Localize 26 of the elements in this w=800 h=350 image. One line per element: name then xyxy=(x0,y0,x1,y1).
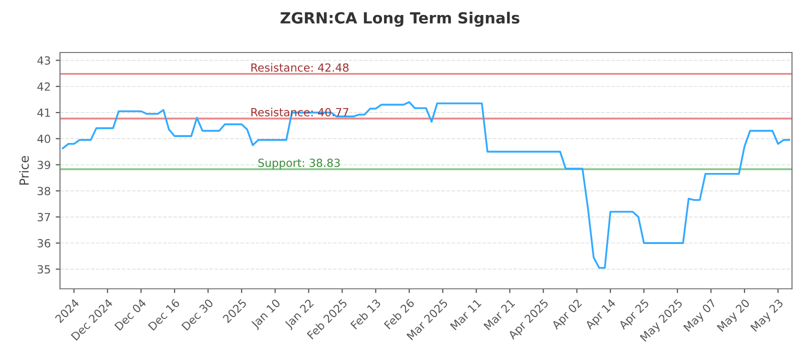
y-tick-label: 41 xyxy=(37,108,50,117)
y-axis-title: Price xyxy=(19,156,29,185)
y-tick-label: 36 xyxy=(38,239,50,248)
y-tick-label: 38 xyxy=(38,186,50,196)
ref-line-label: Resistance: 42.48 xyxy=(251,63,349,72)
x-tick-label: Apr 02 xyxy=(550,298,584,332)
y-tick-label: 39 xyxy=(38,160,50,170)
y-tick-label: 35 xyxy=(38,265,50,274)
y-tick-label: 37 xyxy=(38,212,50,222)
ref-line-label: Support: 38.83 xyxy=(258,158,340,170)
ref-line-label: Resistance: 40.77 xyxy=(251,108,348,116)
x-tick-label: Jan 10 xyxy=(250,298,282,330)
x-tick-label: Feb 13 xyxy=(350,298,382,330)
x-tick-label: Feb 26 xyxy=(384,298,415,330)
x-tick-label: Mar 11 xyxy=(450,298,482,330)
x-tick-label: Dec 04 xyxy=(114,298,147,331)
line-series xyxy=(62,101,790,269)
y-tick-label: 43 xyxy=(37,56,50,65)
y-tick-label: 42 xyxy=(37,82,50,91)
x-tick-label: Apr 14 xyxy=(584,298,618,332)
x-tick-label: Dec 16 xyxy=(148,298,180,331)
chart-title: ZGRN:CA Long Term Signals xyxy=(280,12,520,27)
y-tick-label: 40 xyxy=(37,134,50,144)
x-tick-label: Dec 30 xyxy=(181,298,214,331)
x-tick-label: Mar 21 xyxy=(483,298,516,330)
x-tick-label: Jan 22 xyxy=(284,298,316,330)
